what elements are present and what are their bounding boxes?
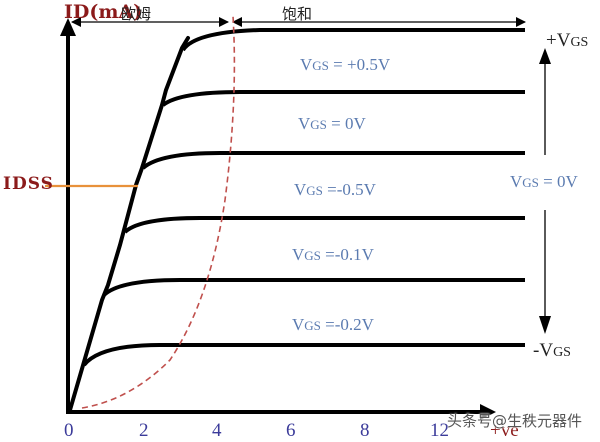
vgs-sub: GS — [304, 248, 321, 263]
arrow-down-icon — [539, 316, 551, 334]
vgs-value: = 0V — [538, 172, 578, 191]
curve-label-vgs-minus-0-5: VGS =-0.5V — [294, 180, 376, 200]
curve-vgs-minus-0-5 — [123, 216, 525, 234]
vgs-zero-range-label: VGS = 0V — [510, 172, 578, 192]
y-axis-arrow-icon — [60, 18, 76, 36]
vgs-value: = +0.5V — [328, 55, 391, 74]
plus-vgs-sub: GS — [570, 35, 589, 50]
x-tick-8: 8 — [360, 420, 370, 441]
arrow-up-icon — [539, 48, 551, 64]
x-axis-arrow-icon — [480, 404, 496, 420]
curve-vgs-plus-0-5 — [161, 90, 525, 107]
plus-vgs-label: +VGS — [546, 30, 588, 52]
minus-vgs-label: -VGS — [533, 340, 571, 362]
minus-vgs-prefix: -V — [533, 340, 554, 361]
vgs-sub: GS — [304, 318, 321, 333]
ohmic-boundary-line — [68, 36, 190, 412]
curve-vgs-minus-0-1 — [102, 278, 525, 297]
vgs-sub: GS — [306, 183, 323, 198]
curve-vgs-0 — [141, 151, 525, 170]
vgs-main: V — [510, 172, 523, 191]
saturation-region-label: 饱和 — [282, 5, 313, 23]
curve-vgs-minus-0-2 — [82, 343, 525, 367]
x-tick-12: 12 — [430, 420, 449, 441]
x-tick-0: 0 — [64, 420, 74, 441]
vgs-value: =-0.5V — [322, 180, 376, 199]
x-axis — [66, 404, 496, 420]
minus-vgs-sub: GS — [553, 345, 571, 360]
vgs-range-arrow — [539, 48, 551, 334]
vgs-value: = 0V — [326, 114, 366, 133]
vgs-value: =-0.1V — [320, 245, 374, 264]
vgs-main: V — [300, 55, 313, 74]
vgs-sub: GS — [522, 175, 539, 190]
curve-label-vgs-0: VGS = 0V — [298, 114, 366, 134]
idss-label: IDSS — [3, 174, 54, 194]
x-axis-end-label: +ve — [490, 420, 519, 441]
vgs-value: =-0.2V — [320, 315, 374, 334]
vgs-main: V — [292, 315, 305, 334]
vgs-main: V — [294, 180, 307, 199]
vgs-main: V — [298, 114, 311, 133]
y-axis-label: ID(mA) — [64, 1, 143, 23]
vgs-sub: GS — [310, 117, 327, 132]
curve-top — [181, 28, 525, 52]
curve-label-vgs-minus-0-1: VGS =-0.1V — [292, 245, 374, 265]
plus-vgs-prefix: +V — [546, 30, 571, 51]
curve-label-vgs-minus-0-2: VGS =-0.2V — [292, 315, 374, 335]
watermark: 头条号@生秩元器件 — [447, 412, 583, 430]
curve-label-vgs-plus-0-5: VGS = +0.5V — [300, 55, 390, 75]
x-tick-2: 2 — [139, 420, 149, 441]
pinchoff-boundary-curve — [81, 15, 236, 409]
ohmic-region-label: 欧姆 — [121, 5, 152, 23]
vgs-sub: GS — [312, 58, 329, 73]
characteristic-curves — [82, 28, 525, 367]
x-tick-4: 4 — [212, 420, 222, 441]
y-axis — [60, 18, 76, 412]
x-tick-6: 6 — [286, 420, 296, 441]
vgs-main: V — [292, 245, 305, 264]
